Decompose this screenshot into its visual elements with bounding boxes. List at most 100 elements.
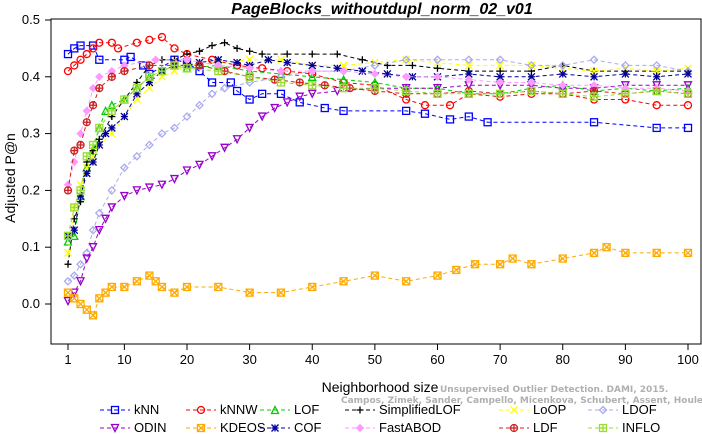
data-point	[464, 61, 473, 70]
data-point	[683, 101, 693, 110]
data-point	[70, 61, 79, 70]
data-point	[196, 47, 204, 55]
data-point	[339, 61, 348, 70]
data-point	[558, 254, 567, 263]
legend-item-ldf: LDF	[499, 420, 558, 434]
legend-marker	[196, 405, 206, 415]
legend-label: LDOF	[622, 402, 657, 417]
legend-item-knnw: kNNW	[186, 402, 258, 417]
data-point	[195, 100, 204, 110]
data-point	[70, 146, 79, 155]
data-point	[82, 248, 92, 258]
legend-label: COF	[294, 420, 322, 434]
data-point	[558, 70, 567, 78]
data-point	[119, 191, 129, 202]
legend-marker	[270, 405, 280, 415]
data-point	[208, 42, 216, 50]
data-point	[683, 123, 693, 133]
data-point	[495, 78, 505, 87]
data-point	[76, 140, 85, 150]
legend-item-knn: kNN	[100, 402, 159, 417]
data-point	[226, 78, 235, 87]
data-point	[182, 166, 192, 176]
legend-label: kNN	[134, 402, 159, 417]
data-point	[402, 86, 411, 96]
y-axis-title: Adjusted P@n	[2, 133, 18, 223]
data-point	[70, 294, 79, 303]
data-point	[101, 105, 111, 116]
data-point	[621, 248, 630, 258]
legend-marker	[196, 423, 206, 433]
data-point	[433, 72, 442, 82]
legend-item-loop: LoOP	[499, 402, 566, 417]
data-point	[527, 61, 536, 70]
data-point	[589, 248, 599, 258]
data-point	[308, 50, 316, 58]
data-point	[76, 55, 85, 64]
data-point	[120, 282, 129, 292]
data-point	[483, 118, 492, 127]
data-point	[170, 61, 179, 70]
data-point	[233, 44, 241, 52]
data-point	[527, 86, 536, 96]
data-point	[358, 56, 366, 64]
legend-label: ODIN	[134, 420, 167, 434]
data-point	[307, 71, 317, 81]
x-tick-label: 1	[64, 352, 71, 367]
data-point	[120, 95, 129, 104]
legend-marker	[355, 423, 365, 433]
y-tick-label: 0.3	[22, 126, 40, 141]
data-point	[82, 49, 91, 59]
data-point	[358, 67, 367, 76]
watermark-line-1: Unsupervised Outlier Detection. DAMI, 20…	[440, 385, 668, 395]
x-axis-title: Neighborhood size	[322, 379, 439, 395]
data-point	[470, 260, 480, 269]
data-point	[126, 52, 135, 62]
data-point	[207, 89, 217, 99]
data-point	[370, 69, 380, 79]
data-point	[107, 282, 116, 292]
data-point	[70, 44, 79, 53]
series-line	[67, 59, 689, 237]
series-odin	[63, 81, 693, 307]
data-point	[107, 129, 116, 138]
y-axis: 0.0 0.1 0.2 0.3 0.4 0.5	[22, 12, 51, 311]
data-point	[101, 214, 111, 224]
y-tick-label: 0.5	[22, 12, 40, 27]
data-point	[207, 152, 217, 162]
data-point	[170, 44, 179, 53]
data-point	[452, 265, 461, 275]
data-point	[276, 78, 286, 87]
data-point	[82, 254, 92, 264]
series-line	[67, 59, 689, 282]
data-point	[276, 288, 286, 297]
data-point	[195, 61, 204, 70]
data-point	[420, 101, 430, 110]
data-point	[132, 84, 142, 93]
data-point	[258, 50, 266, 58]
data-point	[339, 106, 348, 116]
data-point	[683, 89, 693, 98]
data-point	[82, 106, 91, 116]
data-point	[401, 84, 411, 94]
data-point	[283, 58, 292, 67]
legend-label: FastABOD	[379, 420, 441, 434]
data-point	[464, 75, 474, 84]
legend-item-cof: COF	[260, 420, 322, 434]
data-point	[527, 260, 536, 269]
data-point	[339, 66, 348, 76]
data-point	[182, 282, 192, 292]
data-point	[464, 55, 474, 65]
data-point	[558, 61, 568, 70]
legend-label: LOF	[294, 402, 319, 417]
data-point	[408, 61, 416, 69]
data-point	[589, 92, 599, 101]
legend-label: INFLO	[622, 420, 660, 434]
data-point	[245, 123, 255, 133]
data-point	[339, 84, 348, 93]
data-point	[496, 61, 505, 70]
data-point	[88, 101, 98, 110]
data-point	[76, 259, 85, 269]
data-point	[620, 81, 630, 91]
x-tick-label: 40	[305, 352, 319, 367]
